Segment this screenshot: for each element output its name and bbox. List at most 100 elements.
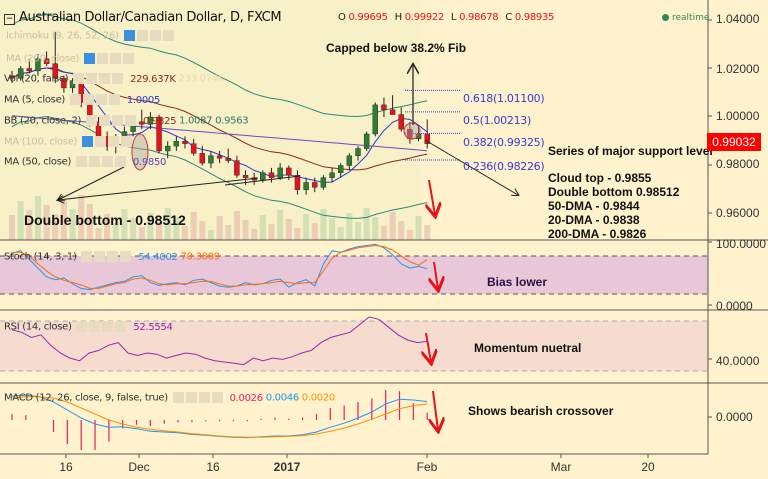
candle-body [234,160,240,176]
close-icon[interactable] [108,94,120,105]
close-icon[interactable] [114,156,126,167]
crossover-annotation: Shows bearish crossover [468,404,614,418]
visibility-icon[interactable] [86,115,98,126]
x-tick-label: Dec [128,460,150,474]
volume-bar [182,226,188,240]
ma50-line [11,115,428,152]
add-icon[interactable] [198,392,210,403]
volume-bar [156,222,163,240]
visibility-icon[interactable] [73,73,85,84]
legend-ma5[interactable]: MA (5, close) 1.0005 [4,94,160,106]
add-icon[interactable] [101,156,113,167]
legend-bb[interactable]: BB (20, close, 2) 0.9825 1.0087 0.9563 [4,115,249,127]
vol-label: Vol (20, false) [4,73,69,85]
legend-ma200[interactable]: MA (200, close) [6,53,135,65]
x-tick-label: 20 [641,460,655,474]
stoch-tick-label: 100.0000 [716,237,767,251]
visibility-icon[interactable] [82,136,94,147]
close-icon[interactable] [112,73,124,84]
double-bottom-arrow-2 [58,177,259,200]
bb-basis-value: 0.9825 [142,115,177,127]
add-icon[interactable] [99,73,111,84]
macd-label: MACD (12, 26, close, 9, false, true) [4,392,168,404]
collapse-icon[interactable]: − [4,14,15,25]
legend-volume[interactable]: Vol (20, false) 229.637K 233.074K [4,73,224,85]
settings-icon[interactable] [88,156,100,167]
bollinger-bands [11,14,428,219]
volume-bar [86,204,93,240]
add-icon[interactable] [108,136,120,147]
visibility-icon[interactable] [84,53,96,64]
bb-lower-value: 0.9563 [215,115,249,127]
close-icon[interactable] [211,392,223,403]
rsi-down-arrow [426,332,431,362]
settings-icon[interactable] [82,94,94,105]
candle-body [9,75,15,79]
double-bottom-annotation: Double bottom - 0.98512 [24,212,186,228]
double-bottom-arrow-1 [58,166,125,200]
legend-rsi[interactable]: RSI (14, close) 52.5554 [4,321,173,333]
candle-body [260,172,266,181]
settings-icon[interactable] [89,321,101,332]
volume-bar [311,223,318,240]
candle-body [225,158,231,161]
ichimoku-cloud [0,0,420,240]
close-icon[interactable] [121,136,133,147]
support-item: 50-DMA - 0.9844 [548,199,640,213]
add-icon[interactable] [107,251,119,262]
add-icon[interactable] [149,30,161,41]
cloud-fill [0,0,420,240]
legend-ma50[interactable]: MA (50, close) 0.9850 [4,156,166,168]
candle-body [286,167,292,176]
ma200-label: MA (200, close) [6,53,80,65]
candle-body [303,182,309,190]
fib-382-label: 0.382(0.99325) [463,136,545,149]
legend-ichimoku[interactable]: Ichimoku (9, 26, 52, 26) [6,30,174,42]
settings-icon[interactable] [97,53,109,64]
bb-upper-value: 1.0087 [179,115,213,127]
settings-icon[interactable] [99,115,111,126]
visibility-icon[interactable] [81,251,93,262]
volume-bar [233,211,240,240]
settings-icon[interactable] [185,392,197,403]
settings-icon[interactable] [94,251,106,262]
settings-icon[interactable] [136,30,148,41]
candle-body [277,167,283,178]
add-icon[interactable] [112,115,124,126]
close-icon[interactable] [120,251,132,262]
add-icon[interactable] [102,321,114,332]
visibility-icon[interactable] [76,321,88,332]
high-value: 0.99922 [404,12,445,23]
close-icon[interactable] [123,53,135,64]
visibility-icon[interactable] [75,156,87,167]
candle-body [173,141,180,147]
volume-bar [372,217,379,240]
settings-icon[interactable] [86,73,98,84]
close-icon[interactable] [115,321,127,332]
settings-icon[interactable] [95,136,107,147]
ma5-label: MA (5, close) [4,94,66,106]
add-icon[interactable] [95,94,107,105]
stoch-k-value: 54.4002 [138,251,178,263]
candle-body [199,153,206,164]
volume-bar [9,215,15,240]
volume-bars [9,195,431,240]
volume-bar [95,228,102,240]
fib-cap-ellipse [403,122,421,140]
support-item: Cloud top - 0.9855 [548,171,652,185]
close-icon[interactable] [162,30,174,41]
volume-bar [380,226,387,240]
add-icon[interactable] [110,53,122,64]
visibility-icon[interactable] [123,30,135,41]
fib-618-label: 0.618(1.01100) [463,92,545,105]
legend-macd[interactable]: MACD (12, 26, close, 9, false, true) 0.0… [4,392,335,404]
close-icon[interactable] [125,115,137,126]
legend-ma100[interactable]: MA (100, close) [4,136,133,148]
candle-body [69,80,76,89]
time-ticks [65,454,649,458]
legend-stoch[interactable]: Stoch (14, 3, 1) 54.4002 70.3809 [4,251,220,263]
candle-body [147,116,154,125]
visibility-icon[interactable] [69,94,81,105]
volume-bar [112,223,119,240]
visibility-icon[interactable] [172,392,184,403]
